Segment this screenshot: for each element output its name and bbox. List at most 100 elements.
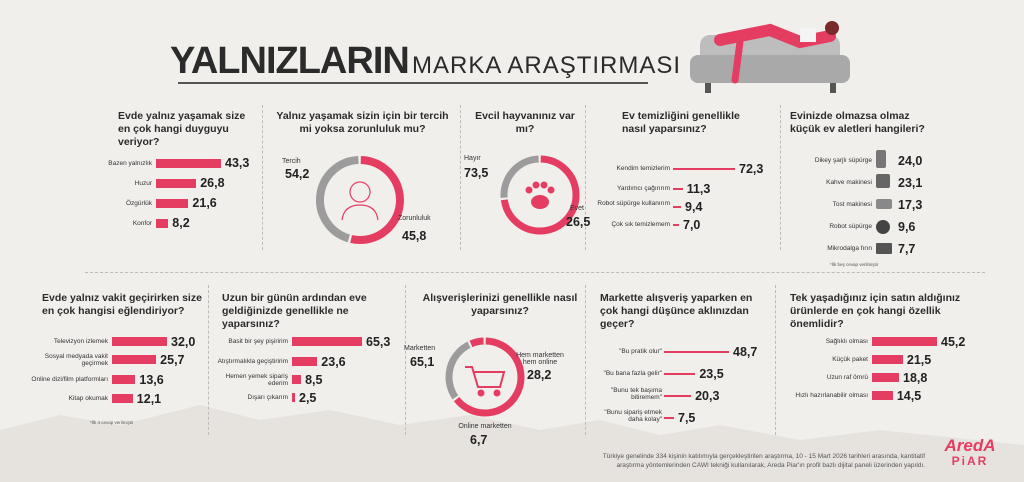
bar: [664, 351, 729, 353]
legend-label: Online marketten: [458, 423, 512, 430]
item-value: 7,7: [898, 242, 916, 256]
donut-slice: [469, 337, 484, 348]
bar-label: Kitap okumak: [68, 395, 108, 402]
bar-label: Basit bir şey pişiririm: [228, 338, 288, 345]
donut-slice: [453, 337, 525, 417]
donut-value: 26,5: [566, 215, 591, 229]
question-4: Ev temizliğini genellikle nasıl yaparsın…: [622, 110, 740, 135]
donut-value: 6,7: [470, 433, 488, 447]
bar-label: Hızlı hazırlanabilir olması: [795, 392, 868, 399]
paw-icon: [525, 181, 555, 209]
bar-value: 9,4: [685, 200, 703, 214]
bar: [664, 395, 692, 397]
bar-value: 45,2: [941, 335, 966, 349]
donut-slice: [445, 341, 471, 400]
item-label: Mikrodalga fırın: [827, 245, 872, 252]
bar-row: "Bunu sipariş etmek daha kolay" 7,5: [590, 409, 775, 425]
bar-value: 14,5: [896, 389, 922, 403]
bar-value: 8,5: [305, 373, 323, 387]
item-label: Dikey şarjlı süpürge: [814, 157, 872, 164]
bar-row: "Bu pratik olur" 48,7: [590, 345, 775, 359]
bar-row: Küçük paket 21,5: [780, 353, 980, 367]
bar-label: Hemen yemek sipariş ederim: [225, 373, 289, 387]
bar-label: Küçük paket: [832, 356, 868, 363]
divider: [85, 272, 985, 273]
bar-label: "Bunu tek başıma bitiremem": [610, 387, 662, 401]
legend-label: Marketten: [404, 345, 436, 352]
bar-row: "Bunu tek başıma bitiremem" 20,3: [590, 387, 775, 403]
donut-value: 65,1: [410, 355, 435, 369]
list-item: Kahve makinesi 23,1: [790, 172, 960, 192]
bar-label: "Bunu sipariş etmek daha kolay": [604, 409, 662, 423]
bar-row: Online dizi/film platformları 13,6: [30, 373, 208, 387]
donut-q8: [445, 337, 525, 417]
bar-row: Çok sık temizlemem 7,0: [595, 218, 780, 232]
question-10: Tek yaşadığınız için satın aldığınız ürü…: [790, 292, 961, 330]
legend-label: Hem marketten hem online: [516, 352, 564, 366]
bar-label: Yardımcı çağırırım: [617, 185, 670, 192]
bar-value: 43,3: [225, 156, 250, 170]
bar-value: 21,6: [192, 196, 217, 210]
vacuum-icon: [876, 150, 886, 168]
legend-label: Tercih: [282, 158, 301, 165]
bar: [156, 179, 197, 188]
logo-subtext: PiAR: [951, 454, 989, 468]
bar-value: 7,5: [678, 411, 696, 425]
list-item: Tost makinesi 17,3: [790, 194, 960, 214]
legend-label: Zorunluluk: [398, 215, 431, 222]
bar: [872, 373, 900, 382]
bar-label: Sosyal medyada vakit geçirmek: [44, 353, 108, 367]
shopping-cart-icon: [465, 366, 506, 397]
title-underline: [178, 82, 648, 84]
bar-row: Atıştırmalıkla geçiştiririm 23,6: [210, 355, 405, 369]
divider: [775, 285, 776, 435]
bar-row: Yardımcı çağırırım 11,3: [595, 182, 780, 196]
bar: [292, 337, 362, 346]
toaster-icon: [876, 199, 892, 209]
bar-value: 23,6: [321, 355, 346, 369]
bar: [664, 417, 674, 419]
coffee-machine-icon: [876, 174, 890, 188]
legend-label: Hayır: [464, 155, 481, 162]
bar-value: 12,1: [136, 392, 162, 406]
bar-label: Dışarı çıkarım: [247, 394, 288, 401]
donut-slice: [500, 155, 580, 235]
bar-value: 21,5: [906, 353, 932, 367]
title-sub: MARKA ARAŞTIRMASI: [412, 52, 682, 79]
bar: [292, 393, 295, 402]
question-7: Uzun bir günün ardından eve geldiğinizde…: [222, 292, 367, 330]
item-value: 9,6: [898, 220, 916, 234]
bar-label: Çok sık temizlemem: [611, 221, 670, 228]
bar: [112, 355, 157, 364]
bar: [872, 391, 893, 400]
question-9: Markette alışveriş yaparken en çok hangi…: [600, 292, 753, 330]
bar: [156, 159, 221, 168]
footer-line-2: araştırma yöntemlerinden CAWI tekniği ku…: [616, 462, 925, 469]
bar-row: "Bu bana fazla gelir" 23,5: [590, 367, 775, 381]
item-label: Tost makinesi: [832, 201, 872, 208]
bar-label: Online dizi/film platformları: [31, 376, 108, 383]
chart-q10: Sağlıklı olması 45,2 Küçük paket 21,5 Uz…: [780, 335, 980, 410]
bar: [292, 375, 302, 384]
bar-row: Hızlı hazırlanabilir olması 14,5: [780, 389, 980, 403]
bar: [156, 199, 189, 208]
microwave-icon: [876, 243, 892, 254]
question-1: Evde yalnız yaşamak size en çok hangi du…: [118, 110, 246, 148]
bar: [292, 357, 318, 366]
bar: [112, 394, 133, 403]
logo: AredA PiAR: [935, 437, 1005, 468]
bar-row: Hemen yemek sipariş ederim 8,5: [210, 373, 405, 387]
item-value: 24,0: [898, 154, 923, 168]
bar: [872, 355, 903, 364]
bar: [156, 219, 169, 228]
chart-q7: Basit bir şey pişiririm 65,3 Atıştırmalı…: [210, 335, 405, 410]
donut-q2: [316, 156, 404, 244]
footnote: *İlk 4 cevap verilmiştir: [90, 420, 134, 425]
chart-q9: "Bu pratik olur" 48,7 "Bu bana fazla gel…: [590, 345, 775, 430]
bar-row: Özgürlük 21,6: [80, 196, 260, 210]
donut-slice: [350, 156, 404, 244]
bar-row: Sağlıklı olması 45,2: [780, 335, 980, 349]
bar-value: 48,7: [733, 345, 758, 359]
bar-row: Dışarı çıkarım 2,5: [210, 391, 405, 405]
donut-slice: [316, 156, 359, 243]
